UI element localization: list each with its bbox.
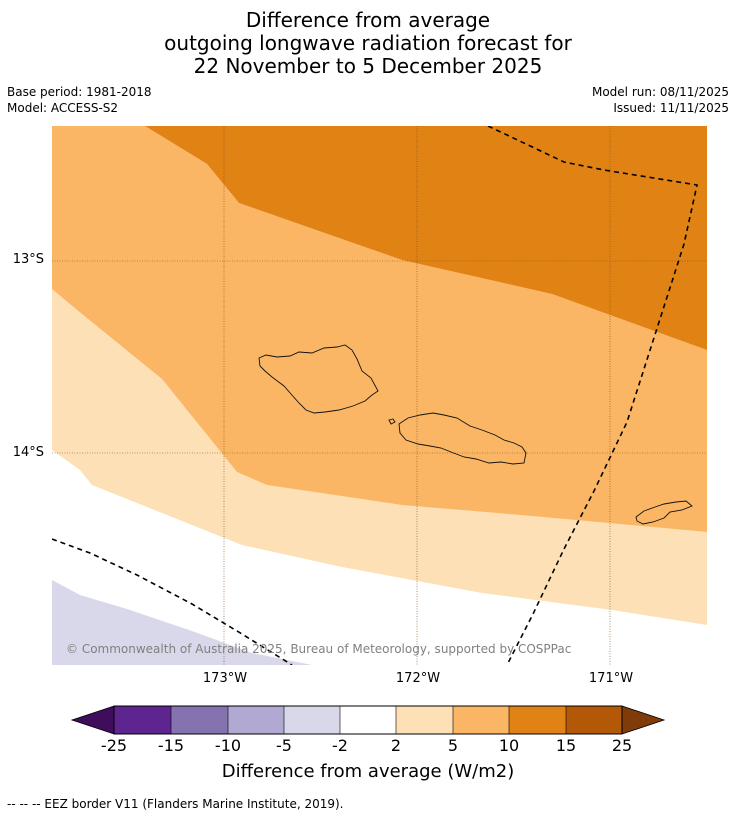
colorbar-swatch-6: [396, 706, 453, 734]
eez-border-samoa-east: [487, 126, 698, 665]
lat-label-14s: 14°S: [12, 445, 44, 460]
model-text: Model: ACCESS-S2: [7, 101, 119, 115]
colorbar-swatch-9: [566, 706, 622, 734]
colorbar-dividers: [170, 706, 567, 734]
colorbar-tick: -2: [332, 736, 348, 755]
colorbar-tick: -15: [157, 736, 185, 755]
colorbar-swatch-8: [509, 706, 566, 734]
colorbar-tick: -10: [214, 736, 242, 755]
savaii-island: [258, 344, 379, 414]
coastlines: [258, 344, 693, 525]
colorbar-tick: -5: [276, 736, 292, 755]
colorbar: [70, 705, 666, 735]
colorbar-swatch-7: [453, 706, 509, 734]
anomaly-zone-light-purple: [52, 580, 312, 665]
colorbar-swatch-1: [114, 706, 171, 734]
anomaly-zone-light-orange: [52, 289, 707, 625]
colorbar-tick: 5: [447, 736, 459, 755]
colorbar-outline: [113, 705, 623, 735]
copyright-notice: © Commonwealth of Australia 2025, Bureau…: [66, 642, 571, 656]
colorbar-tick: 25: [611, 736, 633, 755]
eez-legend-note: -- -- -- EEZ border V11 (Flanders Marine…: [7, 797, 344, 811]
title-line-1: Difference from average: [245, 8, 491, 32]
issued-text: Issued: 11/11/2025: [613, 101, 729, 115]
model-run-text: Model run: 08/11/2025: [591, 85, 729, 99]
colorbar-swatch-5: [340, 706, 396, 734]
colorbar-tick: -25: [100, 736, 128, 755]
colorbar-tick: 2: [390, 736, 402, 755]
base-period-text: Base period: 1981-2018: [7, 85, 152, 99]
title-line-3: 22 November to 5 December 2025: [193, 54, 543, 78]
lon-label-173w: 173°W: [202, 671, 248, 686]
lat-label-13s: 13°S: [12, 252, 44, 267]
anomaly-zone-mid-orange: [52, 126, 707, 532]
map-panel: © Commonwealth of Australia 2025, Bureau…: [52, 126, 707, 665]
title-line-2: outgoing longwave radiation forecast for: [164, 31, 572, 55]
colorbar-swatch-3: [228, 706, 284, 734]
lon-label-171w: 171°W: [588, 671, 634, 686]
colorbar-tick: 10: [498, 736, 520, 755]
colorbar-swatch-4: [284, 706, 340, 734]
manono-islet: [388, 418, 396, 425]
colorbar-tick: 15: [555, 736, 577, 755]
colorbar-swatch-2: [171, 706, 228, 734]
graticule: [52, 126, 707, 665]
colorbar-extend-low: [70, 705, 115, 735]
tutuila-island: [635, 500, 693, 525]
anomaly-zone-dark-orange: [145, 126, 707, 350]
upolu-island: [398, 412, 527, 465]
lon-label-172w: 172°W: [395, 671, 441, 686]
eez-border: [52, 126, 698, 665]
colorbar-label: Difference from average (W/m2): [221, 761, 515, 782]
colorbar-extend-high: [621, 705, 666, 735]
